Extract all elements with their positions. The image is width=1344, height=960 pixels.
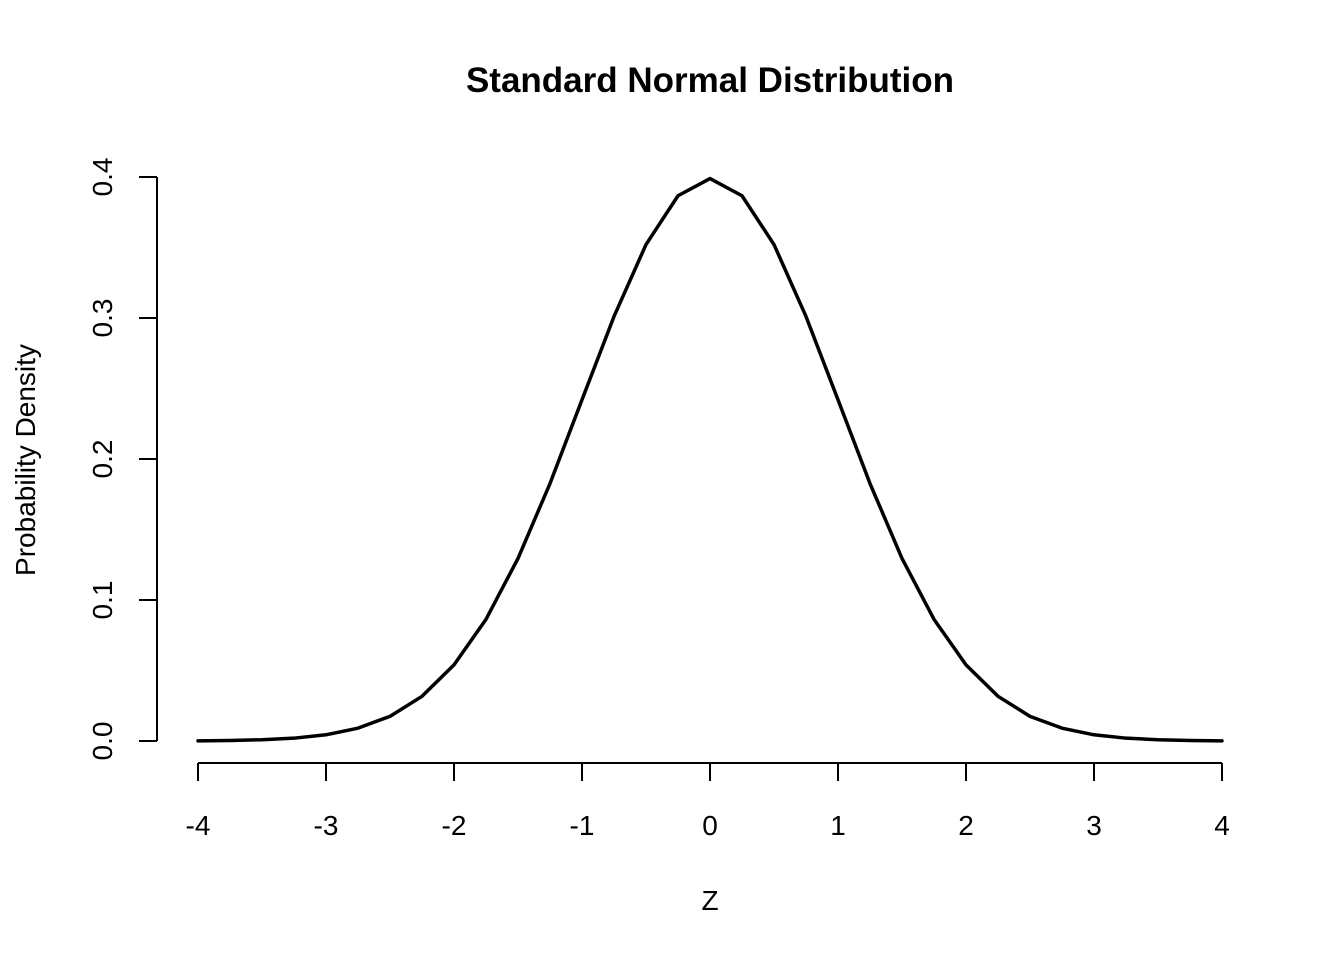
y-tick-label: 0.4	[87, 158, 118, 197]
x-tick-label: -4	[186, 810, 211, 841]
y-tick-label: 0.2	[87, 440, 118, 479]
x-axis-label: Z	[701, 885, 718, 916]
y-axis-label: Probability Density	[10, 344, 41, 576]
y-tick-label: 0.0	[87, 722, 118, 761]
x-tick-label: 1	[830, 810, 846, 841]
y-tick-label: 0.1	[87, 581, 118, 620]
density-curve	[196, 176, 1224, 743]
x-tick-label: 0	[702, 810, 718, 841]
y-tick-label: 0.3	[87, 299, 118, 338]
x-axis: -4 -3 -2 -1 0 1 2 3 4	[186, 762, 1230, 841]
x-tick-label: 4	[1214, 810, 1230, 841]
x-tick-label: 3	[1086, 810, 1102, 841]
x-tick-label: -1	[570, 810, 595, 841]
x-tick-label: 2	[958, 810, 974, 841]
chart-title: Standard Normal Distribution	[466, 61, 954, 100]
x-tick-label: -2	[442, 810, 467, 841]
x-tick-label: -3	[314, 810, 339, 841]
y-axis: 0.0 0.1 0.2 0.3 0.4	[87, 158, 158, 761]
